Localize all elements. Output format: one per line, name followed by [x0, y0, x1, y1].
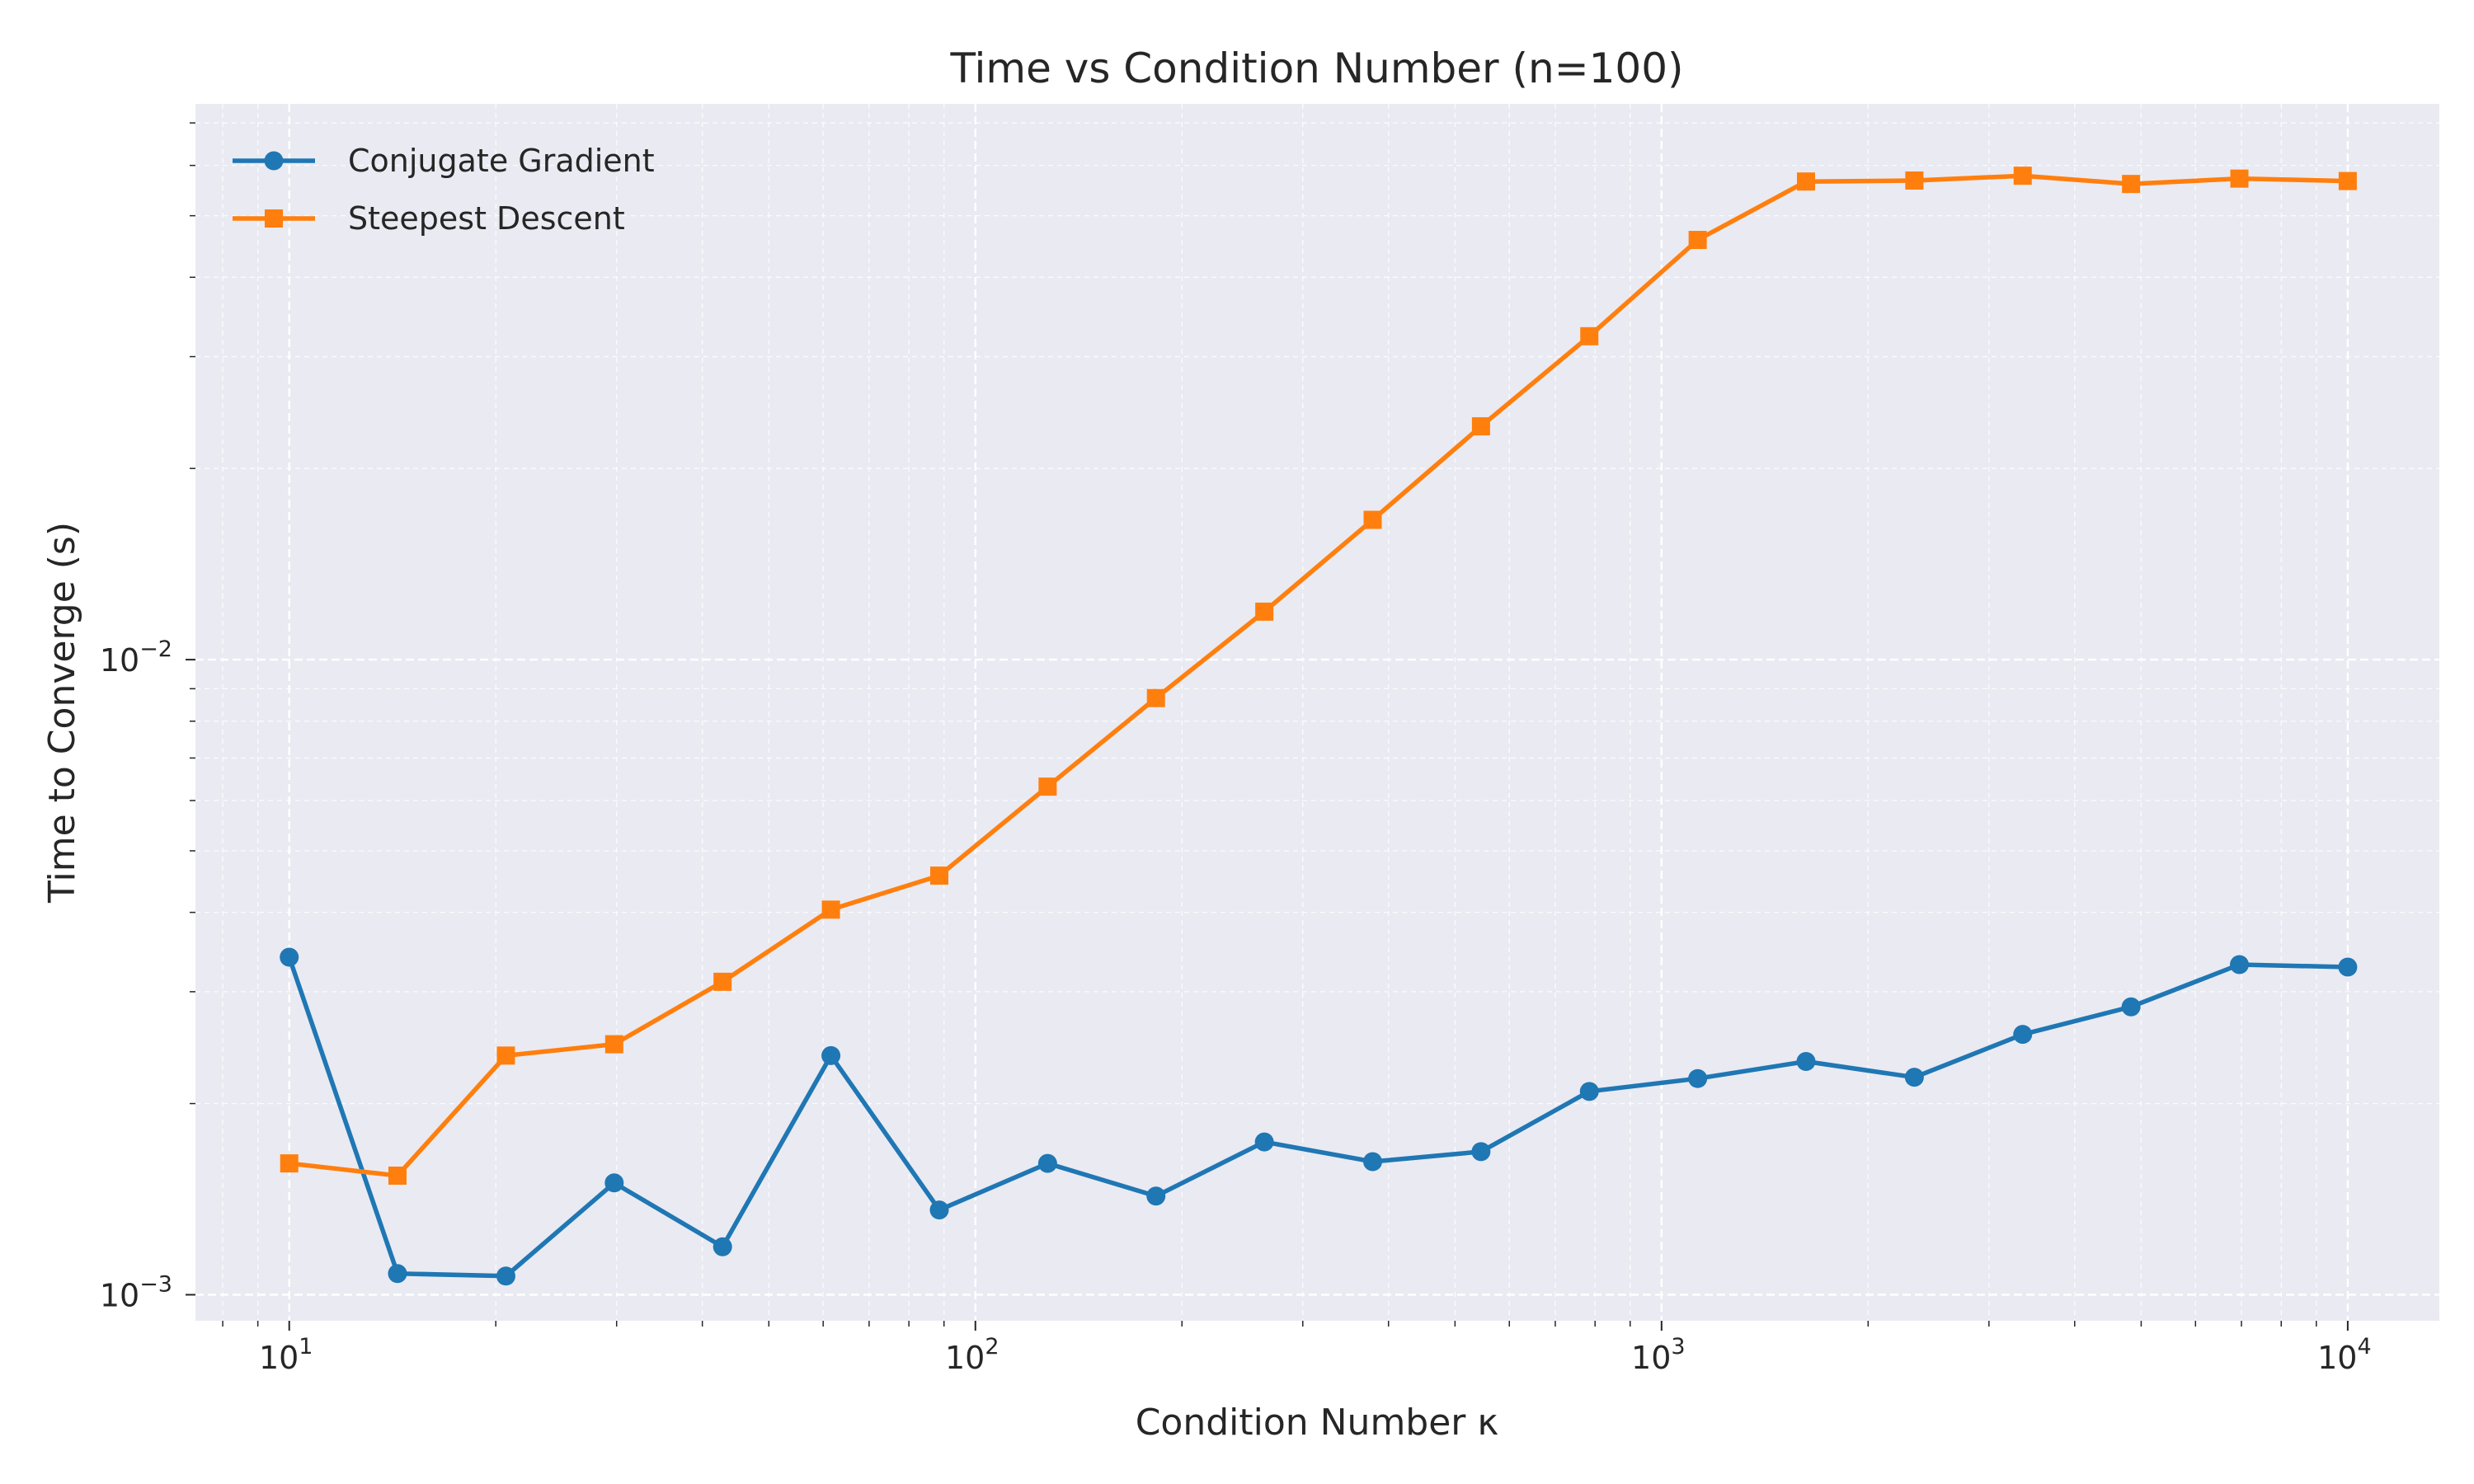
- x-tick-base: 10: [259, 1340, 299, 1376]
- conjugate-gradient-point: [496, 1266, 515, 1286]
- steepest-descent-point: [388, 1166, 407, 1185]
- y-tick-exponent: −2: [139, 636, 172, 662]
- x-tick-label: 101: [259, 1334, 313, 1376]
- x-tick-exponent: 3: [1671, 1334, 1685, 1360]
- conjugate-gradient-point: [1146, 1186, 1166, 1206]
- steepest-descent-point: [2122, 175, 2141, 194]
- major-gridlines: [195, 104, 2439, 1321]
- steepest-descent-point: [1038, 777, 1057, 796]
- conjugate-gradient-point: [1796, 1051, 1816, 1071]
- legend-item-steepest-descent: Steepest Descent: [233, 200, 625, 237]
- series-steepest-descent: [280, 167, 2357, 1185]
- minor-gridlines: [195, 104, 2439, 1321]
- conjugate-gradient-point: [1904, 1068, 1924, 1087]
- conjugate-gradient-point: [2121, 997, 2141, 1017]
- steepest-descent-point: [2338, 171, 2357, 190]
- series-layer: [280, 167, 2358, 1286]
- steepest-descent-point: [713, 972, 732, 991]
- conjugate-gradient-point: [1037, 1153, 1057, 1173]
- x-tick-exponent: 2: [985, 1334, 999, 1360]
- legend-marker-steepest-descent: [265, 209, 283, 228]
- conjugate-gradient-line: [286, 955, 2350, 1279]
- x-tick-label: 102: [945, 1334, 999, 1376]
- y-tick-exponent: −3: [139, 1271, 172, 1297]
- y-axis-ticks: 10−310−2: [100, 122, 195, 1313]
- steepest-descent-point: [1688, 231, 1707, 250]
- steepest-descent-line: [286, 173, 2350, 1178]
- y-tick-base: 10: [100, 642, 139, 679]
- x-axis-ticks: 101 102 103 104: [222, 1321, 2372, 1376]
- x-tick-base: 10: [2317, 1340, 2357, 1376]
- plot-area: [195, 104, 2439, 1321]
- steepest-descent-point: [1363, 510, 1382, 529]
- conjugate-gradient-point: [388, 1264, 407, 1284]
- x-tick-label: 104: [2317, 1334, 2372, 1376]
- steepest-descent-point: [2230, 169, 2249, 188]
- steepest-descent-point: [821, 900, 840, 919]
- conjugate-gradient-point: [2230, 955, 2250, 974]
- conjugate-gradient-point: [280, 947, 299, 967]
- steepest-descent-point: [604, 1035, 623, 1054]
- legend: Conjugate Gradient Steepest Descent: [233, 143, 655, 237]
- conjugate-gradient-point: [1363, 1152, 1383, 1172]
- conjugate-gradient-point: [2013, 1025, 2033, 1045]
- conjugate-gradient-point: [821, 1045, 841, 1065]
- x-tick-exponent: 1: [299, 1334, 313, 1360]
- x-tick-exponent: 4: [2357, 1334, 2371, 1360]
- steepest-descent-point: [1580, 326, 1599, 345]
- conjugate-gradient-point: [929, 1200, 949, 1220]
- conjugate-gradient-point: [1579, 1082, 1599, 1101]
- steepest-descent-point: [929, 866, 948, 885]
- legend-marker-conjugate-gradient: [264, 151, 284, 171]
- steepest-descent-point: [1905, 171, 1924, 190]
- x-tick-label: 103: [1631, 1334, 1686, 1376]
- legend-label: Steepest Descent: [348, 200, 625, 237]
- y-tick-label: 10−3: [100, 1271, 172, 1313]
- x-axis-label: Condition Number κ: [1136, 1402, 1499, 1444]
- legend-label: Conjugate Gradient: [348, 143, 655, 179]
- series-conjugate-gradient: [280, 947, 2358, 1286]
- conjugate-gradient-point: [2338, 957, 2358, 977]
- conjugate-gradient-point: [1688, 1068, 1708, 1088]
- conjugate-gradient-point: [1254, 1132, 1274, 1152]
- legend-item-conjugate-gradient: Conjugate Gradient: [233, 143, 655, 179]
- conjugate-gradient-point: [1471, 1142, 1491, 1162]
- steepest-descent-point: [1146, 688, 1165, 707]
- y-tick-base: 10: [100, 1277, 139, 1313]
- x-tick-base: 10: [945, 1340, 985, 1376]
- chart-title: Time vs Condition Number (n=100): [949, 45, 1683, 92]
- steepest-descent-point: [1471, 417, 1490, 436]
- steepest-descent-point: [280, 1154, 299, 1173]
- steepest-descent-point: [2013, 167, 2032, 186]
- x-tick-base: 10: [1631, 1340, 1671, 1376]
- steepest-descent-point: [1797, 172, 1816, 191]
- conjugate-gradient-point: [604, 1173, 624, 1193]
- y-axis-label: Time to Converge (s): [41, 522, 83, 904]
- steepest-descent-point: [1255, 602, 1274, 621]
- conjugate-gradient-point: [713, 1237, 732, 1256]
- y-tick-label: 10−2: [100, 636, 172, 679]
- steepest-descent-point: [496, 1046, 515, 1065]
